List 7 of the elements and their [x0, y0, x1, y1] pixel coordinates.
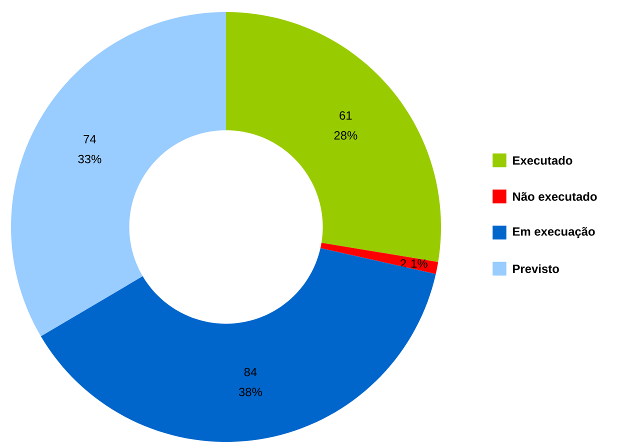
legend-label: Não executado [513, 192, 597, 201]
legend-label: Executado [513, 156, 572, 165]
data-label: 74 33% [78, 135, 102, 164]
data-label: 84 38% [238, 368, 262, 396]
legend-label: Em execuação [513, 227, 595, 238]
data-label: 61 28% [334, 111, 358, 140]
legend-label: Previsto [513, 264, 559, 274]
